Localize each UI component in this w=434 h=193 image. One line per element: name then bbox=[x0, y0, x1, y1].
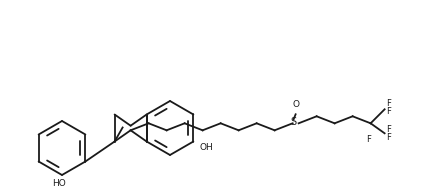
Text: F: F bbox=[387, 99, 391, 108]
Text: OH: OH bbox=[199, 144, 213, 152]
Text: F: F bbox=[387, 125, 391, 134]
Text: F: F bbox=[366, 135, 371, 144]
Text: F: F bbox=[387, 133, 391, 142]
Text: O: O bbox=[292, 100, 299, 109]
Text: S: S bbox=[290, 117, 297, 127]
Text: HO: HO bbox=[52, 179, 66, 188]
Text: F: F bbox=[387, 107, 391, 116]
